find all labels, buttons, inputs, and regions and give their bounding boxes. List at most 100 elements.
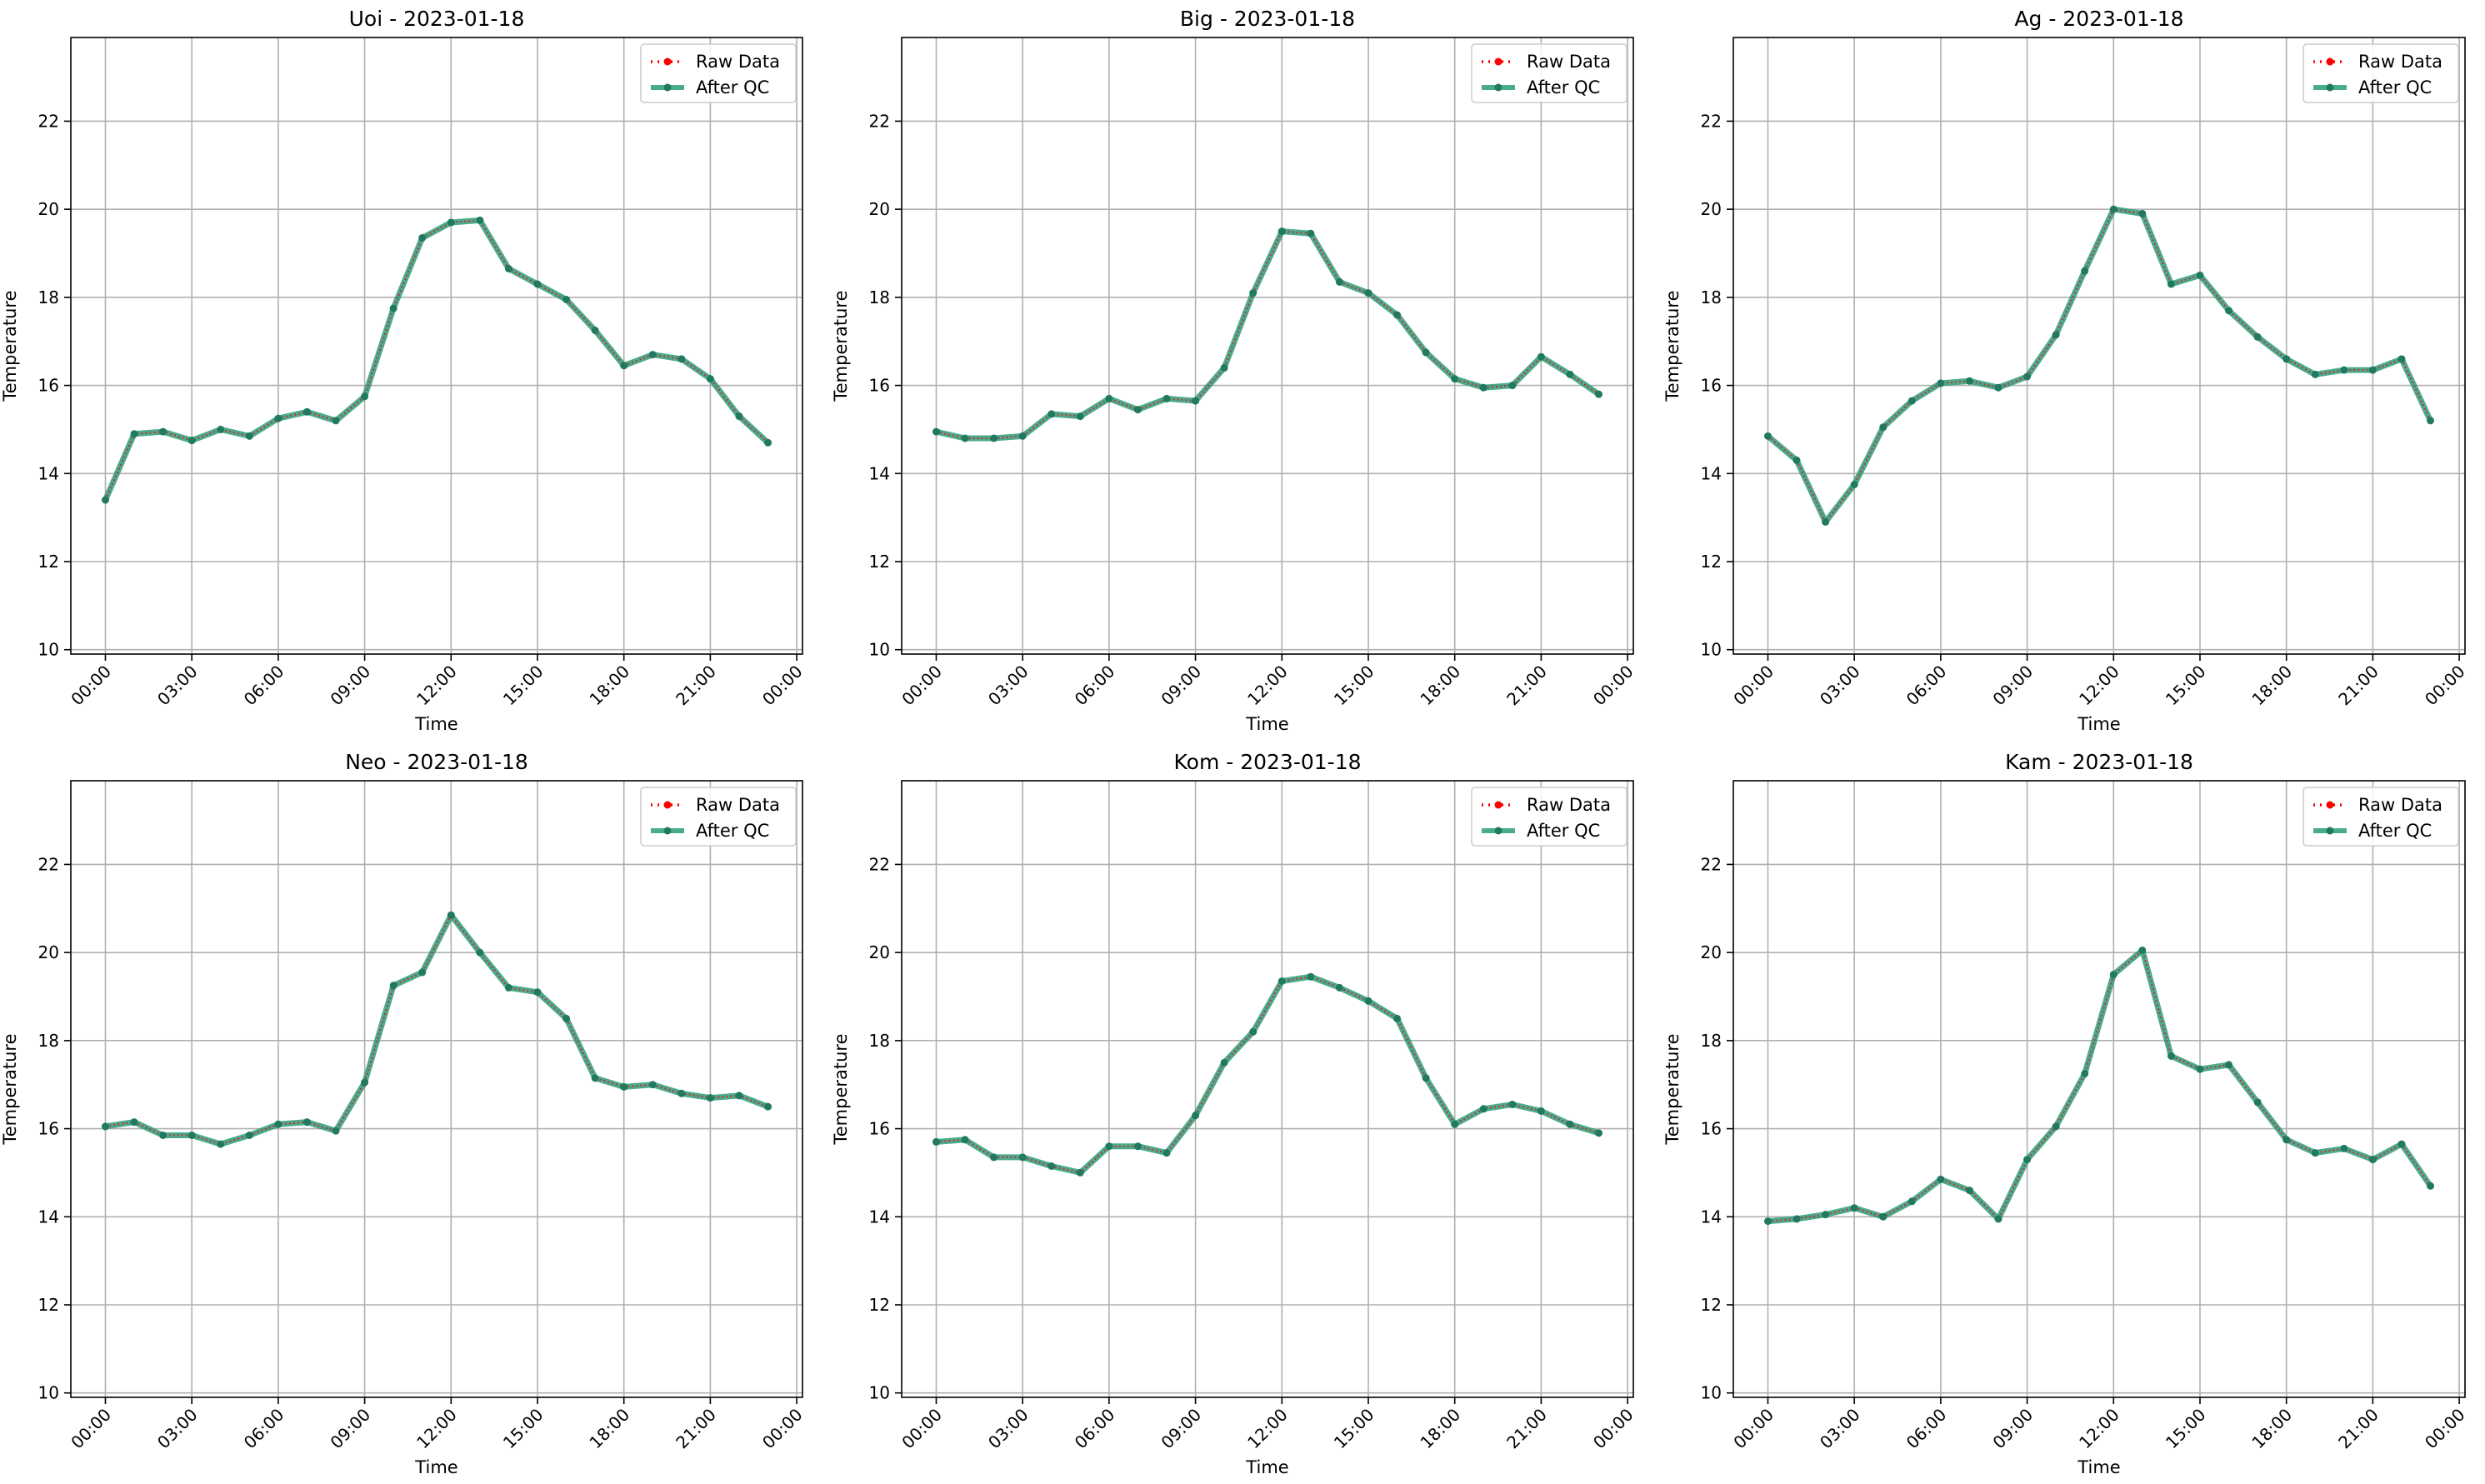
x-tick-label: 18:00: [585, 1405, 633, 1453]
y-tick-label: 12: [869, 1295, 890, 1315]
x-tick-label: 00:00: [67, 1405, 115, 1453]
after-qc-point: [1994, 383, 2002, 392]
after-qc-point: [389, 304, 398, 312]
after-qc-point: [1508, 382, 1517, 390]
x-tick-label: 00:00: [67, 662, 115, 710]
x-tick-label: 15:00: [1330, 1405, 1378, 1453]
raw-data-legend-label: Raw Data: [1527, 795, 1611, 815]
axes-frame: [70, 780, 803, 1398]
subplot-3: 10 12 14 16 18 20 22 00:00 03:00 06:00 09:00 12:00 1…: [1662, 7, 2469, 734]
x-tick-label: 09:00: [326, 1405, 374, 1453]
after-qc-legend-marker: [1494, 827, 1502, 835]
after-qc-point: [678, 1089, 686, 1097]
after-qc-legend-marker: [1494, 83, 1502, 92]
x-tick-label: 03:00: [984, 662, 1032, 710]
after-qc-point: [2368, 366, 2377, 374]
after-qc-point: [1479, 383, 1488, 392]
y-tick-label: 22: [869, 854, 890, 874]
x-tick-label: 00:00: [758, 662, 807, 710]
after-qc-point: [1479, 1105, 1488, 1113]
after-qc-point: [735, 412, 743, 421]
after-qc-point: [1965, 1187, 1973, 1195]
chart-title: Kom - 2023-01-18: [1174, 750, 1362, 774]
after-qc-legend-label: After QC: [696, 77, 769, 97]
after-qc-point: [591, 327, 599, 334]
after-qc-point: [1249, 1027, 1258, 1036]
after-qc-point: [2138, 209, 2147, 217]
after-qc-point: [245, 1132, 253, 1139]
chart-title: Kam - 2023-01-18: [2005, 750, 2193, 774]
legend: Raw Data After QC: [640, 787, 797, 847]
x-tick-label: 00:00: [758, 1405, 807, 1453]
x-tick-label: 00:00: [898, 662, 946, 710]
after-qc-point: [932, 427, 940, 436]
after-qc-point: [620, 362, 628, 370]
after-qc-point: [2225, 307, 2233, 315]
x-tick-label: 21:00: [1502, 662, 1551, 710]
x-tick-label: 06:00: [240, 662, 288, 710]
after-qc-point: [476, 216, 484, 224]
after-qc-point: [1192, 1112, 1200, 1120]
after-qc-point: [1566, 1120, 1574, 1128]
after-qc-line: [1765, 947, 2433, 1225]
chart-title: Neo - 2023-01-18: [345, 750, 528, 774]
after-qc-point: [2282, 355, 2291, 363]
after-qc-point: [2225, 1061, 2233, 1069]
after-qc-point: [1278, 977, 1286, 985]
after-qc-point: [1018, 1153, 1027, 1162]
after-qc-point: [1908, 1197, 1916, 1206]
after-qc-point: [217, 425, 225, 433]
after-qc-point: [447, 911, 455, 919]
y-tick-label: 20: [38, 942, 59, 962]
after-qc-point: [961, 1136, 969, 1144]
axes-frame: [901, 780, 1634, 1398]
x-tick-label: 00:00: [898, 1405, 946, 1453]
after-qc-point: [1763, 1217, 1772, 1226]
after-qc-point: [2253, 332, 2262, 341]
y-tick-label: 18: [1701, 287, 1722, 307]
after-qc-point: [1133, 1142, 1142, 1151]
chart-title: Ag - 2023-01-18: [2014, 7, 2183, 31]
legend: Raw Data After QC: [640, 43, 797, 103]
after-qc-point: [1879, 1212, 1888, 1221]
raw-data-line: [1768, 948, 2432, 1222]
after-qc-point: [101, 1122, 109, 1131]
after-qc-point: [1850, 481, 1858, 488]
subplot-4: 10 12 14 16 18 20 22 00:00 03:00 06:00 09:00 12:00 1…: [0, 750, 807, 1477]
after-qc-point: [1335, 277, 1343, 286]
after-qc-point: [1537, 1107, 1545, 1115]
after-qc-point: [1335, 983, 1343, 992]
y-tick-label: 10: [869, 640, 890, 660]
x-tick-label: 06:00: [1902, 1405, 1951, 1453]
after-qc-point: [2427, 1182, 2435, 1190]
after-qc-point: [447, 218, 455, 227]
after-qc-point: [1220, 363, 1228, 372]
after-qc-point: [2311, 370, 2319, 378]
after-qc-point: [332, 417, 340, 425]
x-tick-label: 09:00: [1157, 1405, 1205, 1453]
raw-data-line: [936, 230, 1600, 440]
after-qc-point: [2253, 1098, 2262, 1107]
after-qc-point: [1850, 1204, 1858, 1212]
after-qc-point: [562, 1014, 571, 1022]
after-qc-point: [2052, 331, 2060, 339]
after-qc-point: [648, 351, 657, 359]
y-tick-label: 18: [38, 287, 59, 307]
x-tick-label: 21:00: [2334, 1405, 2382, 1453]
after-qc-point: [389, 982, 398, 990]
y-tick-label: 16: [38, 1119, 59, 1139]
y-tick-label: 18: [1701, 1031, 1722, 1051]
after-qc-point: [1451, 375, 1459, 383]
after-qc-point: [2109, 971, 2118, 979]
after-qc-point: [706, 1094, 714, 1102]
y-axis-label: Temperature: [831, 290, 851, 402]
after-qc-point: [533, 988, 542, 997]
y-tick-label: 12: [38, 552, 59, 572]
x-tick-label: 15:00: [1330, 662, 1378, 710]
y-tick-label: 20: [1701, 942, 1722, 962]
after-qc-point: [1278, 227, 1286, 236]
after-qc-point: [2023, 372, 2032, 381]
after-qc-point: [2340, 366, 2348, 374]
after-qc-point: [418, 968, 427, 977]
